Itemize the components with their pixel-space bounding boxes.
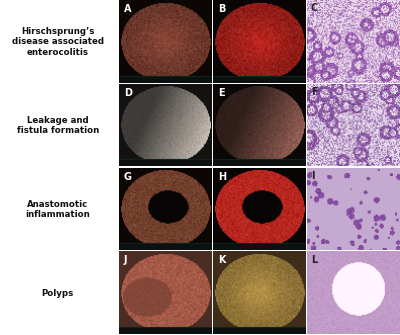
Text: F: F [311,87,318,97]
Text: C: C [311,3,318,13]
Text: E: E [218,88,224,98]
Text: I: I [311,171,314,181]
Text: J: J [124,255,127,265]
Text: Polyps: Polyps [42,289,74,297]
Text: L: L [311,255,317,265]
Text: D: D [124,88,132,98]
Text: H: H [218,172,226,182]
Text: Anastomotic
inflammation: Anastomotic inflammation [26,200,90,219]
Text: A: A [124,4,131,14]
Text: K: K [218,255,225,265]
Text: Hirschsprung’s
disease associated
enterocolitis: Hirschsprung’s disease associated entero… [12,27,104,57]
Text: Leakage and
fistula formation: Leakage and fistula formation [17,116,99,135]
Text: B: B [218,4,225,14]
Text: G: G [124,172,132,182]
